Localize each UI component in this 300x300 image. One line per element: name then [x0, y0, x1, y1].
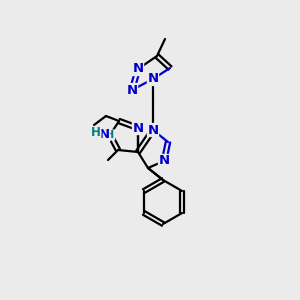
- Text: N: N: [158, 154, 169, 167]
- Text: N: N: [98, 128, 110, 142]
- Text: H: H: [91, 127, 101, 140]
- Text: H: H: [105, 130, 115, 140]
- Text: N: N: [147, 124, 159, 136]
- Text: N: N: [147, 73, 159, 85]
- Text: N: N: [132, 122, 144, 134]
- Text: N: N: [126, 83, 138, 97]
- Text: N: N: [132, 62, 144, 76]
